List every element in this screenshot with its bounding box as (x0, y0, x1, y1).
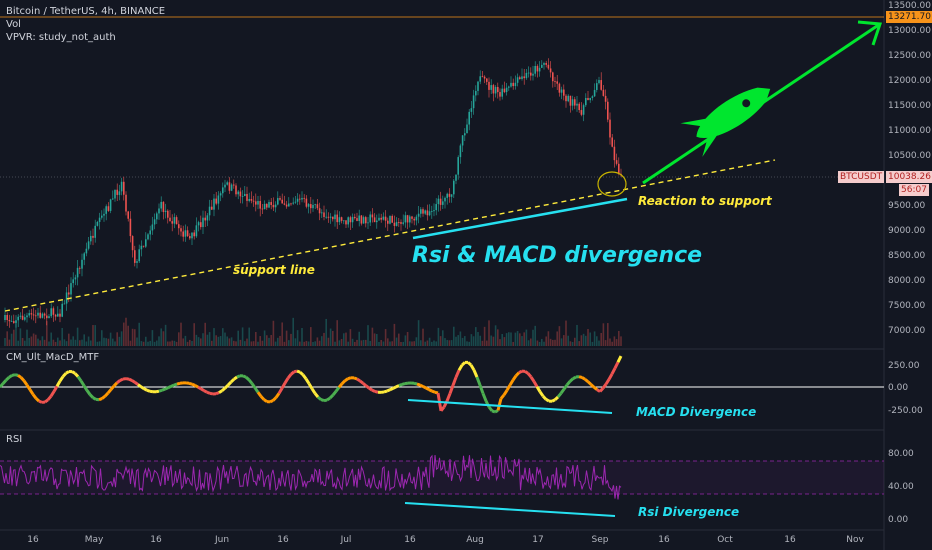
time-axis-label: 17 (532, 535, 544, 545)
price-axis-label: 7000.00 (888, 326, 926, 336)
countdown-tag: 56:07 (899, 184, 929, 196)
vol-legend[interactable]: Vol (6, 19, 21, 30)
rsi-axis-label: 0.00 (888, 515, 909, 525)
price-axis-label: 7500.00 (888, 301, 926, 311)
price-candles (4, 58, 622, 328)
vpvr-legend[interactable]: VPVR: study_not_auth (6, 32, 116, 43)
top-price-tag: 13271.70 (886, 11, 932, 23)
price-axis-label: 10500.00 (888, 151, 931, 161)
rocket-icon (680, 87, 771, 157)
macd-divergence-line (407, 399, 613, 414)
arrow-head (857, 20, 883, 46)
rsi-title[interactable]: RSI (6, 434, 23, 445)
time-axis-label: 16 (27, 535, 39, 545)
price-axis-label: 12000.00 (888, 76, 931, 86)
time-axis-label: Aug (466, 535, 484, 545)
symbol-tag: BTCUSDT (838, 171, 885, 183)
support-line (4, 159, 776, 312)
volume-bars (4, 317, 622, 346)
macd-axis-label: 0.00 (888, 383, 909, 393)
macd-series (0, 355, 623, 414)
price-axis-label: 11000.00 (888, 126, 931, 136)
time-axis-label: 16 (404, 535, 416, 545)
rsi-axis-label: 80.00 (888, 449, 914, 459)
reaction-circle (597, 171, 627, 197)
price-axis-label: 13500.00 (888, 1, 931, 11)
macd-axis-label: -250.00 (888, 406, 923, 416)
symbol-legend[interactable]: Bitcoin / TetherUS, 4h, BINANCE (6, 6, 166, 17)
divergence-label: Rsi & MACD divergence (412, 243, 703, 268)
time-axis-label: 16 (784, 535, 796, 545)
macd-axis-label: 250.00 (888, 361, 920, 371)
last-price-tag: 10038.26 (886, 171, 932, 183)
macd-divergence-label: MACD Divergence (636, 405, 757, 419)
time-axis-label: Nov (846, 535, 864, 545)
rsi-divergence-line (404, 502, 616, 517)
price-axis-label: 13000.00 (888, 26, 931, 36)
time-axis-label: May (84, 535, 104, 545)
price-axis-label: 9000.00 (888, 226, 926, 236)
price-axis-label: 12500.00 (888, 51, 931, 61)
support-line-label: support line (233, 263, 315, 277)
time-axis-label: Oct (717, 535, 733, 545)
price-axis-label: 11500.00 (888, 101, 931, 111)
time-axis-label: 16 (150, 535, 162, 545)
price-axis-label: 8000.00 (888, 276, 926, 286)
rsi-divergence-label: Rsi Divergence (638, 505, 740, 519)
time-axis-label: 16 (277, 535, 289, 545)
rsi-line (0, 454, 622, 500)
price-divergence-line (412, 197, 628, 240)
macd-title[interactable]: CM_Ult_MacD_MTF (6, 352, 100, 363)
time-axis-label: Jul (340, 535, 352, 545)
price-axis-label: 9500.00 (888, 201, 926, 211)
price-axis-label: 8500.00 (888, 251, 926, 261)
time-axis-label: 16 (658, 535, 670, 545)
reaction-label: Reaction to support (638, 194, 772, 208)
rsi-axis-label: 40.00 (888, 482, 914, 492)
time-axis-label: Sep (591, 535, 609, 545)
time-axis-label: Jun (214, 535, 230, 545)
